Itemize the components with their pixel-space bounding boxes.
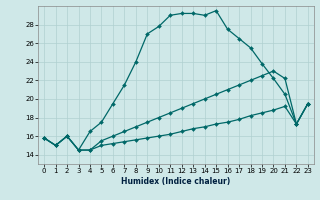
- X-axis label: Humidex (Indice chaleur): Humidex (Indice chaleur): [121, 177, 231, 186]
